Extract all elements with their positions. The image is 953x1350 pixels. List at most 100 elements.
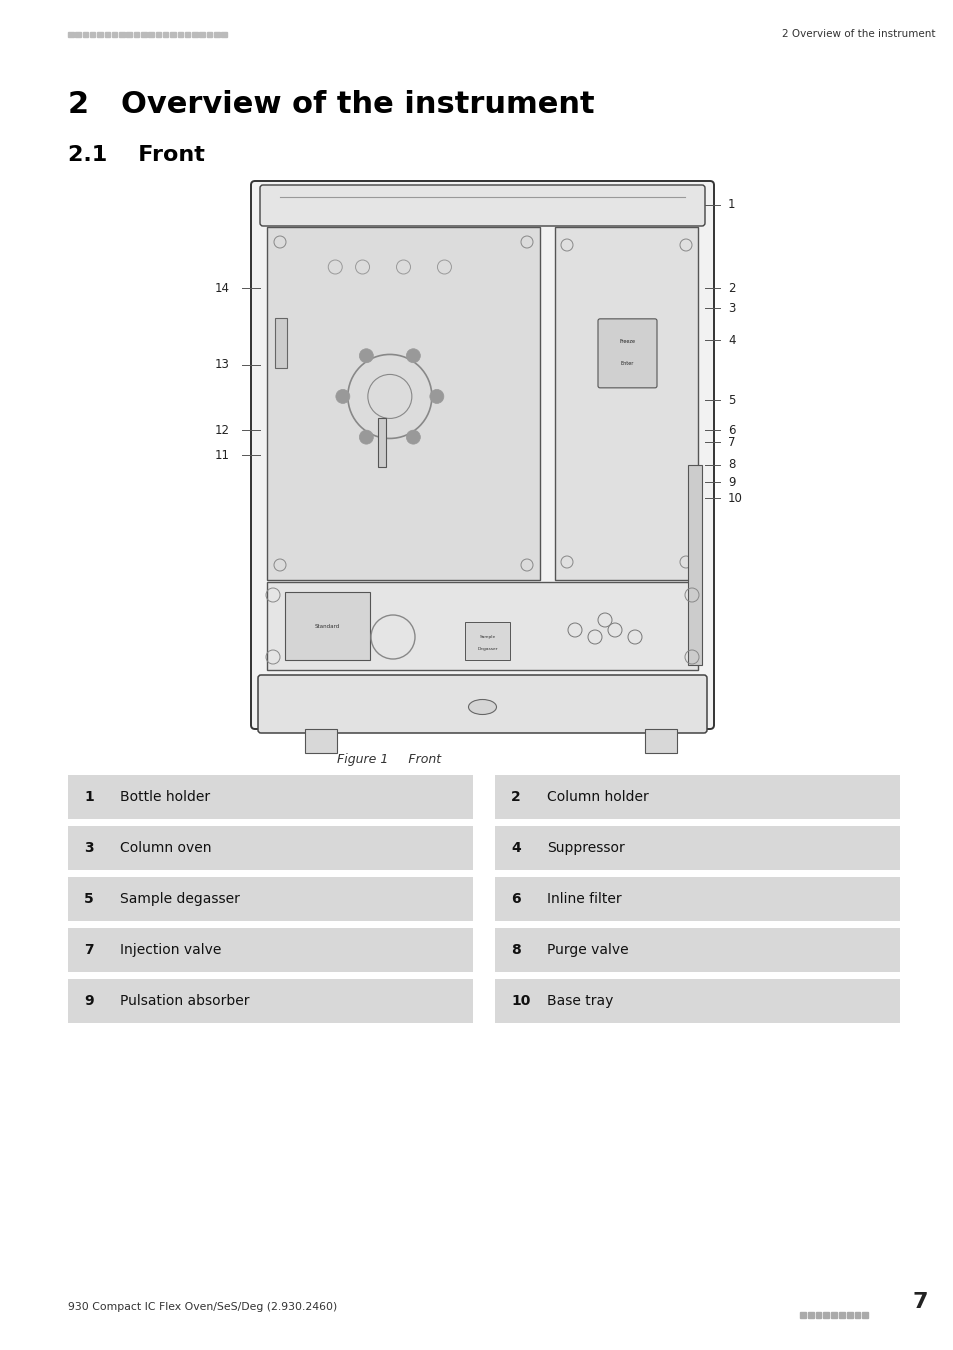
Text: 2: 2	[511, 790, 520, 805]
Text: 11: 11	[214, 448, 230, 462]
Bar	[830, 1312, 836, 1318]
Text: 10: 10	[511, 994, 530, 1008]
Ellipse shape	[468, 699, 496, 714]
Bar	[199, 31, 205, 36]
Bar	[192, 31, 197, 36]
Bar	[862, 1312, 867, 1318]
Bar	[177, 31, 183, 36]
Bar	[207, 31, 212, 36]
Text: 6: 6	[511, 892, 520, 906]
FancyBboxPatch shape	[260, 185, 704, 225]
Bar	[68, 979, 473, 1023]
Bar	[68, 775, 473, 819]
Bar	[170, 31, 175, 36]
Bar	[267, 227, 539, 580]
Text: Purge valve: Purge valve	[546, 944, 628, 957]
Bar	[75, 31, 81, 36]
Text: Freeze: Freeze	[618, 339, 635, 344]
Bar	[68, 878, 473, 921]
Bar	[83, 31, 88, 36]
Text: 4: 4	[511, 841, 520, 855]
Text: 7: 7	[911, 1292, 927, 1312]
Text: 3: 3	[727, 301, 735, 315]
Circle shape	[430, 389, 443, 404]
Text: 5: 5	[84, 892, 93, 906]
Text: 2 Overview of the instrument: 2 Overview of the instrument	[781, 28, 934, 39]
Bar	[267, 582, 698, 670]
Text: Enter: Enter	[620, 360, 634, 366]
Text: 8: 8	[727, 459, 735, 471]
Text: 2   Overview of the instrument: 2 Overview of the instrument	[68, 90, 594, 119]
Bar	[274, 319, 287, 369]
Text: 9: 9	[727, 475, 735, 489]
Text: Column oven: Column oven	[120, 841, 212, 855]
Bar	[68, 826, 473, 869]
Text: 1: 1	[727, 198, 735, 212]
Bar	[119, 31, 125, 36]
Bar	[495, 775, 899, 819]
Bar	[285, 593, 370, 660]
Bar	[846, 1312, 852, 1318]
Text: Injection valve: Injection valve	[120, 944, 221, 957]
Text: 5: 5	[727, 393, 735, 406]
Bar	[495, 878, 899, 921]
Bar	[90, 31, 95, 36]
Circle shape	[359, 431, 373, 444]
Bar	[97, 31, 103, 36]
Bar	[495, 826, 899, 869]
Text: Sample degasser: Sample degasser	[120, 892, 239, 906]
Text: 12: 12	[214, 424, 230, 436]
Bar	[133, 31, 139, 36]
Bar	[305, 729, 336, 753]
Bar	[464, 622, 510, 660]
Text: 2.1    Front: 2.1 Front	[68, 144, 205, 165]
Text: Base tray: Base tray	[546, 994, 613, 1008]
Bar	[126, 31, 132, 36]
Bar	[815, 1312, 821, 1318]
Circle shape	[359, 348, 373, 363]
Bar	[112, 31, 117, 36]
Bar	[141, 31, 147, 36]
Bar	[495, 927, 899, 972]
Text: 14: 14	[214, 282, 230, 294]
Bar	[185, 31, 190, 36]
Bar	[377, 417, 385, 467]
Bar	[495, 979, 899, 1023]
Bar	[687, 464, 701, 666]
Text: Inline filter: Inline filter	[546, 892, 621, 906]
Text: 9: 9	[84, 994, 93, 1008]
Bar	[644, 729, 677, 753]
Bar	[800, 1312, 805, 1318]
Text: Standard: Standard	[314, 624, 339, 629]
Text: 4: 4	[727, 333, 735, 347]
Bar	[807, 1312, 813, 1318]
Text: 6: 6	[727, 424, 735, 436]
Text: Figure 1     Front: Figure 1 Front	[336, 753, 440, 765]
FancyBboxPatch shape	[598, 319, 657, 387]
FancyBboxPatch shape	[251, 181, 713, 729]
Text: 13: 13	[214, 359, 230, 371]
Text: Sample: Sample	[478, 634, 496, 639]
Bar	[854, 1312, 860, 1318]
Circle shape	[406, 348, 420, 363]
Text: 2: 2	[727, 282, 735, 294]
FancyBboxPatch shape	[257, 675, 706, 733]
Bar	[68, 927, 473, 972]
Circle shape	[406, 431, 420, 444]
Text: Bottle holder: Bottle holder	[120, 790, 210, 805]
Text: Suppressor: Suppressor	[546, 841, 624, 855]
Bar	[838, 1312, 844, 1318]
Text: 930 Compact IC Flex Oven/SeS/Deg (2.930.2460): 930 Compact IC Flex Oven/SeS/Deg (2.930.…	[68, 1301, 337, 1312]
Text: 7: 7	[727, 436, 735, 448]
Text: 10: 10	[727, 491, 742, 505]
Bar	[163, 31, 169, 36]
Bar	[68, 31, 73, 36]
Text: Degasser: Degasser	[476, 647, 497, 651]
Bar	[148, 31, 153, 36]
Bar	[155, 31, 161, 36]
Bar	[221, 31, 227, 36]
Text: 7: 7	[84, 944, 93, 957]
Bar	[213, 31, 219, 36]
Text: 1: 1	[84, 790, 93, 805]
Circle shape	[335, 389, 350, 404]
